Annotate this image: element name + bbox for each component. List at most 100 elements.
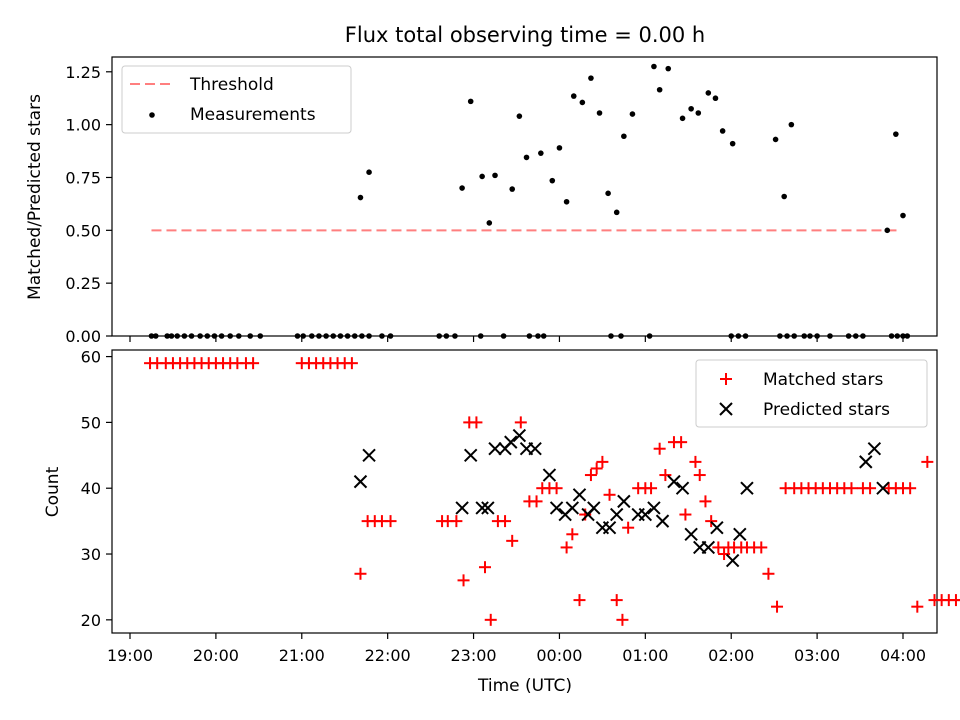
matched-point	[384, 515, 397, 528]
matched-point	[645, 482, 658, 495]
top-y-tick-label: 0.25	[65, 274, 101, 293]
measurement-point	[651, 63, 657, 70]
measurement-point	[613, 209, 620, 216]
measurement-point	[218, 333, 225, 339]
matched-point	[514, 416, 527, 429]
measurement-point	[621, 133, 627, 140]
measurement-point	[257, 333, 264, 339]
predicted-point	[684, 527, 698, 541]
x-tick-label: 00:00	[536, 646, 582, 665]
matched-point	[755, 541, 768, 554]
measurement-point	[526, 333, 533, 339]
predicted-point	[617, 494, 631, 509]
matched-point	[354, 567, 367, 580]
measurement-point	[436, 333, 443, 339]
predicted-point	[647, 501, 661, 515]
measurement-point	[227, 333, 234, 339]
measurement-point	[467, 98, 474, 105]
measurement-point	[729, 140, 736, 147]
matched-point	[689, 455, 702, 468]
matched-point	[596, 455, 609, 468]
measurement-point	[308, 333, 315, 339]
matched-point	[610, 594, 623, 607]
measurement-point	[827, 333, 833, 339]
top-y-axis-label: Matched/Predicted stars	[25, 94, 45, 300]
matched-point	[712, 541, 725, 554]
top-y-tick-label: 0.50	[65, 221, 101, 240]
matched-point	[693, 469, 706, 482]
predicted-point	[565, 501, 580, 515]
predicted-legend-label: Predicted stars	[763, 400, 890, 420]
bottom-legend: Matched stars Predicted stars	[695, 359, 928, 428]
measurement-point	[294, 333, 301, 339]
matched-points	[144, 357, 960, 626]
predicted-point	[876, 481, 890, 495]
measurement-point	[204, 333, 211, 339]
top-y-tick-label: 0.75	[65, 168, 101, 187]
predicted-point	[488, 442, 502, 456]
measurement-point	[563, 198, 570, 205]
predicted-point	[475, 501, 489, 515]
matched-point	[864, 482, 877, 495]
predicted-point	[655, 514, 670, 528]
matched-point	[675, 436, 688, 449]
measurement-point	[608, 333, 614, 339]
matched-point	[590, 462, 603, 475]
predicted-point	[725, 553, 740, 568]
x-tick-label: 22:00	[365, 646, 411, 665]
top-panel: 0.00 0.25 0.50 0.75 1.00 1.25 Matched/Predict…	[25, 56, 938, 346]
predicted-point	[733, 527, 747, 541]
measurement-point	[509, 186, 516, 192]
predicted-point	[549, 501, 564, 515]
matched-point	[771, 600, 784, 613]
predicted-point	[609, 507, 624, 522]
predicted-point	[353, 474, 368, 489]
x-tick-label: 23:00	[451, 646, 497, 665]
predicted-point	[675, 481, 690, 495]
matched-point	[457, 574, 470, 587]
matched-point	[762, 567, 775, 580]
matched-point	[499, 515, 512, 528]
measurement-point	[596, 110, 603, 116]
measurement-point	[893, 131, 899, 137]
x-tick-label: 20:00	[193, 646, 239, 665]
measurement-point	[705, 90, 712, 96]
matched-point	[530, 495, 543, 508]
measurement-point	[605, 190, 611, 197]
measurement-point	[618, 333, 624, 339]
predicted-point	[602, 520, 617, 535]
matched-point	[584, 469, 597, 482]
matched-point	[845, 482, 858, 495]
predicted-point	[667, 474, 681, 489]
matched-point	[603, 488, 616, 501]
matched-legend-label: Matched stars	[763, 370, 883, 390]
measurement-point	[523, 154, 530, 161]
matched-point	[616, 613, 629, 626]
measurement-point	[300, 333, 307, 339]
matched-point	[679, 508, 692, 521]
measurement-point	[323, 333, 329, 339]
measurement-point	[477, 333, 484, 339]
matched-point	[506, 534, 519, 547]
x-tick-label: 02:00	[708, 646, 754, 665]
measurement-point	[366, 333, 372, 339]
measurement-point	[900, 212, 906, 219]
x-tick-label: 01:00	[622, 646, 668, 665]
measurement-point	[772, 136, 779, 143]
top-y-tick-label: 1.25	[65, 63, 101, 82]
measurement-point	[538, 150, 544, 156]
predicted-point	[638, 507, 653, 522]
bottom-legend-box	[695, 359, 928, 428]
measurement-point	[556, 145, 563, 151]
bottom-y-tick-label: 50	[81, 413, 101, 432]
matched-point	[911, 600, 924, 613]
predicted-point	[587, 501, 601, 515]
measurement-point	[570, 93, 577, 99]
predicted-legend-marker	[719, 402, 733, 416]
measurement-point	[712, 95, 719, 102]
measurement-point	[247, 333, 254, 339]
measurement-point	[152, 333, 159, 339]
measurement-point	[181, 333, 188, 339]
measurement-point	[579, 99, 586, 106]
measurement-point	[900, 333, 906, 339]
